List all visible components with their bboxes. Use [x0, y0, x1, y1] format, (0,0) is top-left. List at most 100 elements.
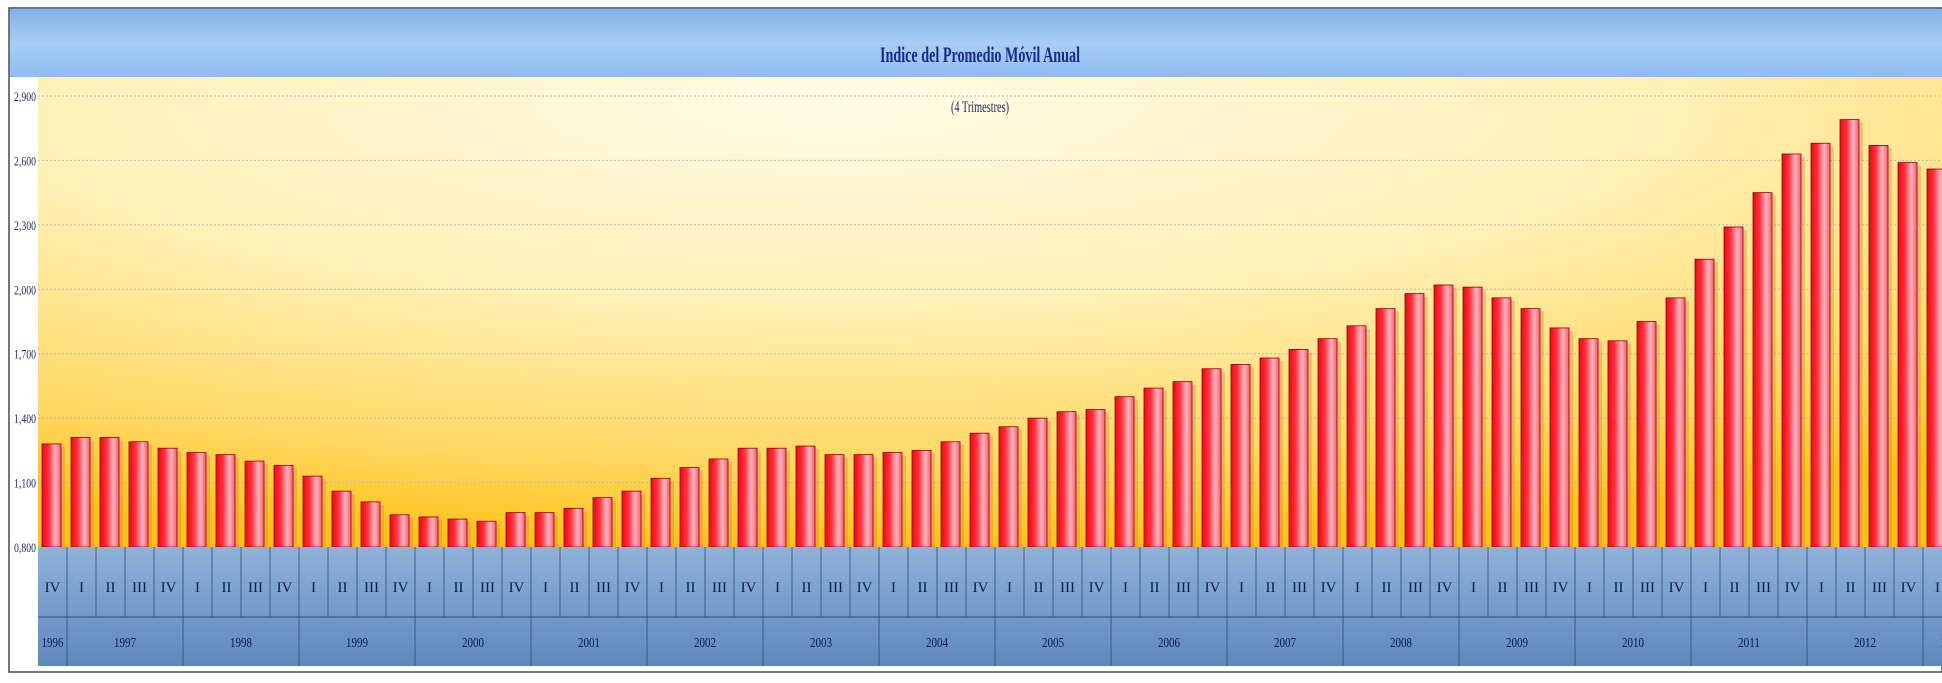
quarter-label: III [596, 580, 611, 596]
bar [1898, 163, 1917, 547]
quarter-label: IV [1437, 580, 1453, 596]
bar [274, 465, 293, 547]
quarter-label: III [1060, 580, 1075, 596]
y-tick-label: 2,600 [14, 153, 36, 168]
bar [1115, 397, 1134, 547]
quarter-label: IV [277, 580, 293, 596]
bar [1492, 298, 1511, 547]
quarter-label: IV [973, 580, 989, 596]
quarter-label: I [891, 580, 896, 596]
bar [1405, 294, 1424, 547]
bar [941, 442, 960, 547]
bar [1927, 169, 1942, 547]
quarter-label: I [1355, 580, 1360, 596]
bar [71, 437, 90, 547]
quarter-label: II [1382, 580, 1392, 596]
bar [622, 491, 641, 547]
quarter-label: IV [1901, 580, 1917, 596]
quarter-label: I [543, 580, 548, 596]
quarter-label: I [1471, 580, 1476, 596]
quarter-label: III [1872, 580, 1887, 596]
quarter-label: III [480, 580, 495, 596]
year-label: 2001 [578, 636, 600, 651]
quarter-label: I [1703, 580, 1708, 596]
quarter-label: II [1730, 580, 1740, 596]
year-label: 2008 [1390, 636, 1412, 651]
year-label: 2000 [462, 636, 484, 651]
year-label: 2010 [1622, 636, 1644, 651]
bar [1695, 259, 1714, 547]
bar [42, 444, 61, 547]
y-tick-label: 1,400 [14, 411, 36, 426]
quarter-label: IV [45, 580, 61, 596]
quarter-label: IV [1785, 580, 1801, 596]
bar [796, 446, 815, 547]
quarter-label: I [1007, 580, 1012, 596]
bar [332, 491, 351, 547]
quarter-label: IV [625, 580, 641, 596]
quarter-label: III [364, 580, 379, 596]
quarter-label: II [1034, 580, 1044, 596]
quarter-label: IV [393, 580, 409, 596]
bar [1463, 287, 1482, 547]
quarter-label: I [775, 580, 780, 596]
bar [361, 502, 380, 547]
bar [738, 448, 757, 547]
bar [1028, 418, 1047, 547]
quarter-label: III [944, 580, 959, 596]
bar [999, 427, 1018, 547]
bar [709, 459, 728, 547]
bar [1753, 193, 1772, 547]
quarter-label: II [1498, 580, 1508, 596]
quarter-label: I [79, 580, 84, 596]
year-label: 2003 [810, 636, 832, 651]
y-tick-label: 2,900 [14, 89, 36, 104]
quarter-label: II [1150, 580, 1160, 596]
bar [970, 433, 989, 547]
quarter-label: III [828, 580, 843, 596]
bar [448, 519, 467, 547]
bar [1202, 369, 1221, 547]
quarter-label: IV [1321, 580, 1337, 596]
quarter-label: II [338, 580, 348, 596]
quarter-label: I [659, 580, 664, 596]
quarter-label: II [686, 580, 696, 596]
quarter-label: II [222, 580, 232, 596]
year-label: 1996 [42, 636, 64, 651]
bar [506, 513, 525, 547]
quarter-label: II [1266, 580, 1276, 596]
bar [1318, 339, 1337, 547]
year-label: 2005 [1042, 636, 1064, 651]
bar [1086, 410, 1105, 547]
quarter-label: I [1819, 580, 1824, 596]
quarter-label: III [1408, 580, 1423, 596]
quarter-label: III [132, 580, 147, 596]
bar [1434, 285, 1453, 547]
quarter-label: IV [1669, 580, 1685, 596]
quarter-label: I [1123, 580, 1128, 596]
y-tick-label: 2,300 [14, 218, 36, 233]
quarter-label: I [311, 580, 316, 596]
quarter-label: II [106, 580, 116, 596]
bar [1376, 309, 1395, 547]
y-tick-label: 2,000 [14, 282, 36, 297]
bar [1521, 309, 1540, 547]
quarter-label: III [1524, 580, 1539, 596]
bar [129, 442, 148, 547]
quarter-label: I [1935, 580, 1940, 596]
bar [1057, 412, 1076, 547]
year-label: 2004 [926, 636, 948, 651]
quarter-label: II [1846, 580, 1856, 596]
bar [854, 455, 873, 547]
bar [477, 521, 496, 547]
quarter-label: IV [857, 580, 873, 596]
bar [100, 437, 119, 547]
bar [245, 461, 264, 547]
bar [593, 498, 612, 547]
bar [1289, 349, 1308, 547]
bar [1782, 154, 1801, 547]
quarter-label: III [712, 580, 727, 596]
bar [303, 476, 322, 547]
bar [216, 455, 235, 547]
